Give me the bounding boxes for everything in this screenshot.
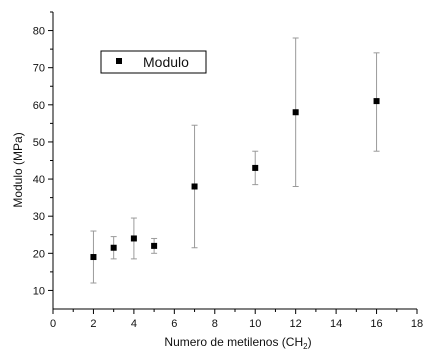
x-tick-label: 16 xyxy=(370,318,382,330)
legend-label: Modulo xyxy=(143,54,189,70)
x-axis-title-suffix: ) xyxy=(308,335,312,349)
data-point xyxy=(252,164,259,171)
x-tick-label: 12 xyxy=(290,318,302,330)
legend-marker xyxy=(116,58,122,64)
x-tick-label: 4 xyxy=(131,318,137,330)
x-tick-label: 14 xyxy=(330,318,342,330)
data-point xyxy=(373,98,380,105)
data-point xyxy=(191,183,198,190)
ticks: 0 2 4 6 8 10 12 14 16 18 10 20 30 40 50 60 70 80 xyxy=(33,11,423,330)
y-tick-label: 50 xyxy=(33,137,45,149)
x-tick-label: 2 xyxy=(90,318,96,330)
data-point xyxy=(292,109,299,116)
x-tick-label: 0 xyxy=(50,318,56,330)
y-tick-label: 80 xyxy=(33,26,45,38)
y-tick-label: 20 xyxy=(33,248,45,260)
legend: Modulo xyxy=(100,50,207,74)
data-point xyxy=(90,254,97,261)
y-tick-label: 60 xyxy=(33,100,45,112)
data-point xyxy=(151,242,158,249)
legend-box xyxy=(100,50,207,74)
y-tick-label: 10 xyxy=(33,285,45,297)
data-points xyxy=(90,98,380,261)
x-axis-title: Numero de metilenos (CH2) xyxy=(164,335,311,351)
y-axis-title: Modulo (MPa) xyxy=(11,132,25,207)
x-tick-label: 10 xyxy=(249,318,261,330)
x-tick-label: 18 xyxy=(411,318,423,330)
x-axis-title-main: Numero de metilenos (CH xyxy=(164,335,303,349)
y-tick-label: 40 xyxy=(33,174,45,186)
y-tick-label: 30 xyxy=(33,211,45,223)
error-bars xyxy=(90,37,380,284)
data-point xyxy=(110,244,117,251)
x-tick-label: 6 xyxy=(171,318,177,330)
y-tick-label: 70 xyxy=(33,63,45,75)
x-axis-title-subscript: 2 xyxy=(303,342,308,351)
x-tick-label: 8 xyxy=(212,318,218,330)
data-point xyxy=(130,235,137,242)
